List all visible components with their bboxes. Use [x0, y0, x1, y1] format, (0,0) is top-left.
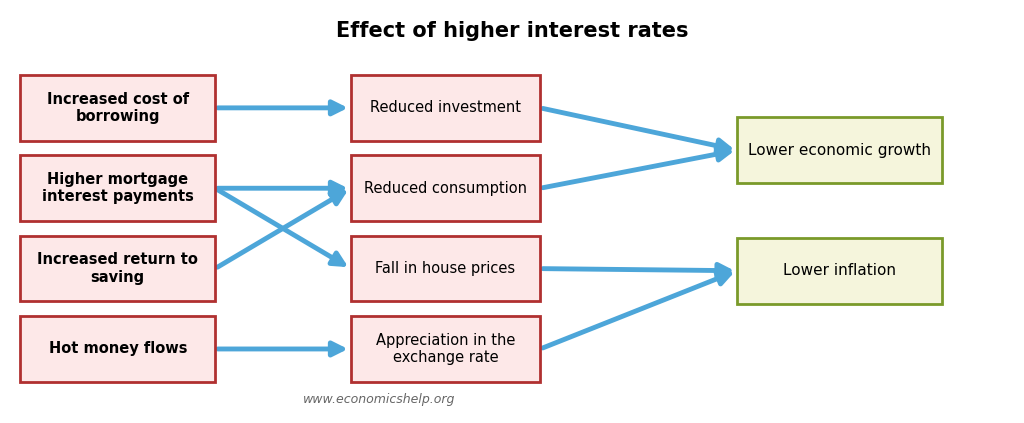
FancyBboxPatch shape	[737, 117, 942, 183]
FancyBboxPatch shape	[20, 155, 215, 221]
FancyBboxPatch shape	[350, 75, 541, 141]
FancyBboxPatch shape	[737, 238, 942, 304]
Text: Hot money flows: Hot money flows	[48, 341, 187, 357]
Text: Lower economic growth: Lower economic growth	[749, 143, 931, 158]
Text: Reduced consumption: Reduced consumption	[364, 181, 527, 196]
Text: Appreciation in the
exchange rate: Appreciation in the exchange rate	[376, 333, 515, 365]
FancyBboxPatch shape	[20, 316, 215, 382]
Text: Increased cost of
borrowing: Increased cost of borrowing	[47, 92, 188, 124]
Text: Reduced investment: Reduced investment	[370, 100, 521, 115]
Text: Lower inflation: Lower inflation	[783, 263, 896, 278]
Text: Fall in house prices: Fall in house prices	[376, 261, 515, 276]
FancyBboxPatch shape	[20, 75, 215, 141]
FancyBboxPatch shape	[20, 236, 215, 301]
FancyBboxPatch shape	[350, 155, 541, 221]
Text: www.economicshelp.org: www.economicshelp.org	[303, 393, 455, 406]
Text: Higher mortgage
interest payments: Higher mortgage interest payments	[42, 172, 194, 204]
FancyBboxPatch shape	[350, 316, 541, 382]
FancyBboxPatch shape	[350, 236, 541, 301]
Text: Effect of higher interest rates: Effect of higher interest rates	[336, 21, 688, 41]
Text: Increased return to
saving: Increased return to saving	[37, 253, 199, 285]
